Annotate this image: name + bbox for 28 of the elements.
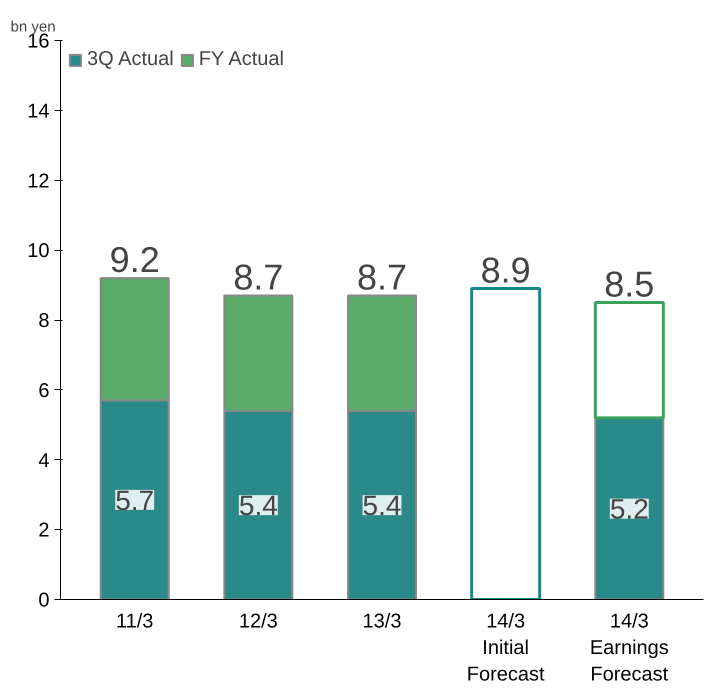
total-label: 8.7 bbox=[356, 256, 408, 298]
data-label: 5.2 bbox=[610, 494, 649, 525]
total-label: 8.5 bbox=[604, 264, 654, 305]
y-axis-title: bn yen bbox=[10, 18, 56, 36]
y-tick-label: 10 bbox=[27, 240, 50, 262]
x-tick-label: 14/3 Earnings Forecast bbox=[590, 610, 669, 686]
x-tick-label: 14/3 Initial Forecast bbox=[466, 610, 545, 686]
y-tick-label: 4 bbox=[38, 450, 50, 472]
y-tick-label: 12 bbox=[27, 170, 50, 192]
bar bbox=[594, 301, 665, 420]
x-tick-label: 12/3 bbox=[238, 610, 278, 632]
data-label: 5.4 bbox=[238, 490, 278, 522]
y-tick-label: 0 bbox=[38, 590, 50, 612]
data-label: 5.4 bbox=[362, 490, 402, 522]
y-tick-label: 6 bbox=[38, 380, 50, 402]
total-label: 9.2 bbox=[110, 239, 160, 280]
y-tick-label: 2 bbox=[38, 520, 50, 542]
legend-label: 3Q Actual bbox=[87, 48, 174, 71]
x-tick-label: 11/3 bbox=[116, 610, 154, 632]
legend-label: FY Actual bbox=[198, 48, 284, 71]
total-label: 8.7 bbox=[233, 256, 284, 298]
bar bbox=[470, 287, 542, 600]
data-label: 5.7 bbox=[115, 484, 154, 516]
total-label: 8.9 bbox=[480, 250, 531, 291]
y-tick-label: 14 bbox=[27, 100, 50, 122]
x-tick-label: 13/3 bbox=[362, 610, 402, 632]
y-tick-label: 8 bbox=[38, 310, 50, 332]
bar bbox=[594, 416, 664, 600]
